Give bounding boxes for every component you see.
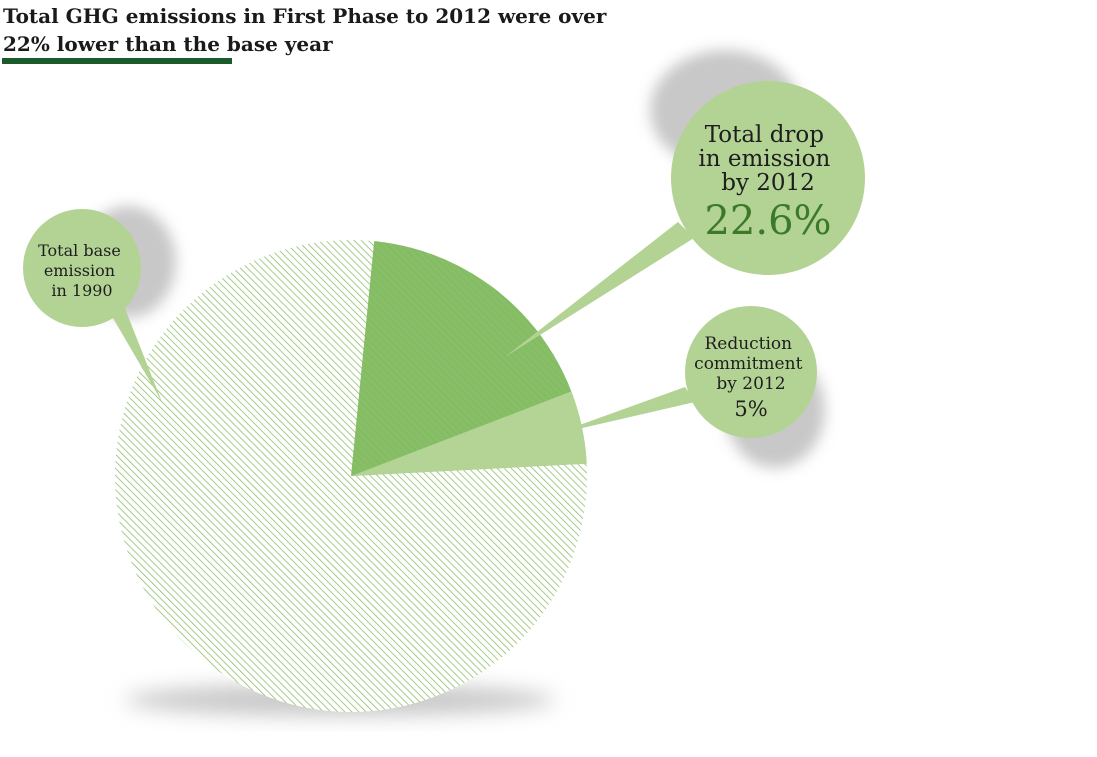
- pie-slices: [115, 240, 587, 712]
- pointer-base: [110, 306, 162, 402]
- chart-title-line-1: Total GHG emissions in First Phase to 20…: [3, 4, 607, 28]
- bubble-drop-line-3: by 2012: [721, 170, 815, 196]
- pointer-commitment: [552, 387, 695, 435]
- bubble-drop-value: 22.6%: [704, 198, 831, 244]
- bubble-commit-line-3: by 2012: [716, 374, 785, 394]
- bubble-base-emission: Total base emission in 1990: [23, 209, 141, 327]
- chart-title-line-2: 22% lower than the base year: [3, 32, 333, 56]
- bubble-total-drop: Total drop in emission by 2012 22.6%: [671, 81, 865, 275]
- bubble-commit-line-1: Reduction: [704, 334, 792, 354]
- bubble-commit-line-2: commitment: [694, 354, 802, 374]
- pie-slice-reduction-commitment: [351, 391, 587, 476]
- bubble-base-line-3: in 1990: [51, 281, 112, 300]
- bubble-commit-value: 5%: [734, 397, 767, 421]
- chart-title: Total GHG emissions in First Phase to 20…: [3, 2, 623, 58]
- pointer-drop: [505, 222, 694, 357]
- bubble-reduction-commitment: Reduction commitment by 2012 5%: [685, 306, 817, 438]
- bubble-drop-line-2: in emission: [698, 146, 830, 172]
- headline-rule: [2, 58, 232, 64]
- svg-text:Reduction commitment: Reduction commitment by 2012: [694, 334, 808, 394]
- bubble-base-line-1: Total base: [38, 241, 121, 260]
- svg-text:Total base emission: Total base emission in 1990: [38, 241, 126, 300]
- bubble-base-line-2: emission: [44, 261, 115, 280]
- svg-text:Total drop in emission: Total drop in emission by 2012: [698, 122, 837, 196]
- bubble-drop-line-1: Total drop: [705, 122, 824, 148]
